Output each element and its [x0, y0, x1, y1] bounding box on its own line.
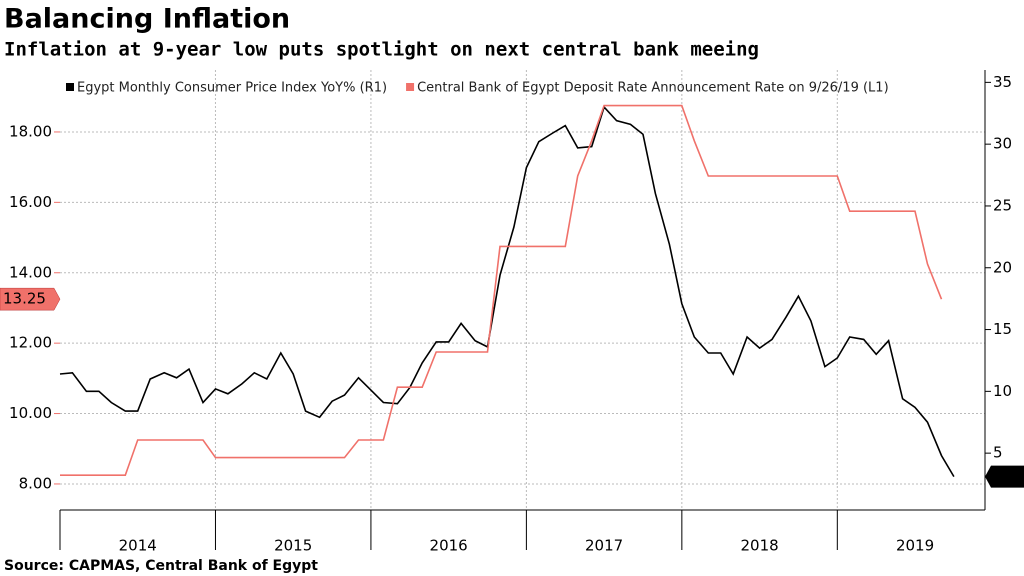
x-tick-label: 2014	[119, 537, 157, 555]
y2-tick-label: 5	[993, 444, 1003, 462]
source: Source: CAPMAS, Central Bank of Egypt	[4, 558, 318, 574]
end-label: 13.25	[3, 290, 46, 308]
end-tag	[985, 465, 1024, 488]
x-tick-label: 2016	[430, 537, 468, 555]
y2-tick-label: 20	[993, 258, 1012, 276]
y-tick-label: 8.00	[19, 474, 52, 492]
chart-title: Balancing Inflation	[4, 4, 290, 35]
end-label: 3.1	[993, 467, 1017, 485]
legend-swatch	[406, 83, 415, 91]
x-tick-label: 2015	[274, 537, 312, 555]
y-tick-label: 14.00	[9, 263, 52, 281]
x-tick-label: 2018	[740, 537, 778, 555]
x-tick-label: 2019	[896, 537, 934, 555]
legend-label: Central Bank of Egypt Deposit Rate Annou…	[417, 81, 889, 96]
y2-tick-label: 30	[993, 135, 1012, 153]
series-line	[59, 105, 955, 478]
legend-label: Egypt Monthly Consumer Price Index YoY% …	[77, 81, 387, 96]
chart-subtitle: Inflation at 9-year low puts spotlight o…	[4, 39, 759, 61]
legend-swatch	[66, 83, 74, 91]
x-tick-label: 2017	[585, 537, 623, 555]
y2-tick-label: 35	[993, 73, 1012, 91]
y-tick-label: 10.00	[9, 404, 52, 422]
series-line	[60, 104, 943, 476]
y2-tick-label: 10	[993, 382, 1012, 400]
end-tag	[0, 287, 61, 311]
y-tick-label: 18.00	[9, 122, 52, 140]
y-tick-label: 12.00	[9, 334, 52, 352]
y2-tick-label: 15	[993, 320, 1012, 338]
y-tick-label: 16.00	[9, 193, 52, 211]
y2-tick-label: 25	[993, 196, 1012, 214]
